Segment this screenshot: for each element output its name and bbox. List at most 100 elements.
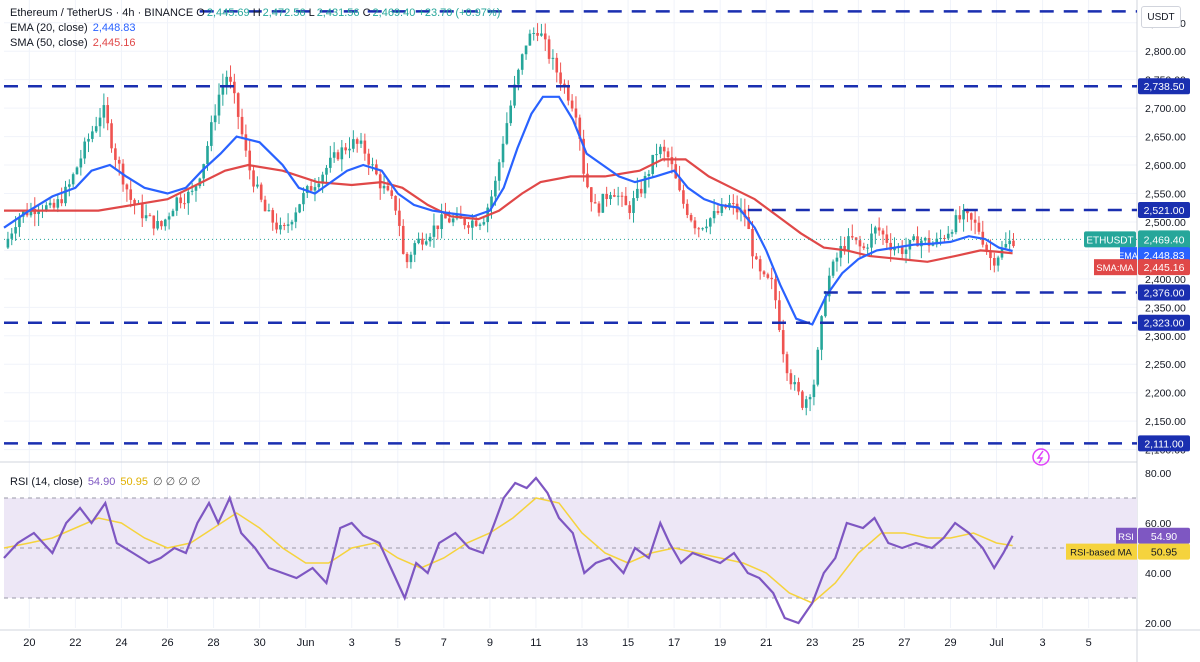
- candle-body: [417, 238, 420, 244]
- candle-body: [409, 254, 413, 263]
- candle-body: [881, 230, 885, 235]
- candle-body: [785, 354, 789, 374]
- ema-tag-value: 2,448.83: [1144, 250, 1185, 262]
- candle-body: [862, 246, 866, 249]
- candle-body: [540, 33, 543, 36]
- candle-body: [110, 123, 113, 149]
- candle-body: [877, 227, 881, 231]
- x-tick-label: 19: [714, 637, 726, 649]
- candle-body: [83, 141, 86, 159]
- candle-body: [271, 210, 275, 223]
- candle-body: [163, 219, 167, 227]
- rsi-tag-name: RSI: [1118, 532, 1134, 543]
- candle-body: [440, 214, 443, 230]
- candle-body: [125, 184, 129, 190]
- candle-body: [582, 138, 585, 174]
- current-price-label: 2,469.40: [1144, 234, 1185, 246]
- candle-body: [371, 164, 374, 166]
- level-label-bg: [1138, 435, 1190, 452]
- candle-body: [977, 222, 981, 232]
- candle-body: [133, 199, 136, 205]
- symbol-tag: ETHUSDT: [1086, 235, 1133, 246]
- candle-body: [286, 224, 290, 226]
- rsi-ma-tag-value: 50.95: [1151, 547, 1177, 559]
- candle-body: [789, 373, 793, 385]
- sma-legend[interactable]: SMA (50, close) 2,445.16: [10, 37, 136, 49]
- candle-body: [839, 245, 843, 258]
- y-tick-label: 2,800.00: [1145, 46, 1186, 58]
- alert-bolt-icon: [1036, 450, 1044, 464]
- candle-body: [989, 250, 992, 259]
- candle-body: [593, 202, 597, 204]
- candle-body: [520, 54, 524, 70]
- candle-body: [517, 69, 520, 85]
- x-tick-label: 5: [395, 637, 401, 649]
- rsi-legend[interactable]: RSI (14, close) 54.90 50.95 ∅ ∅ ∅ ∅: [10, 476, 201, 488]
- candle-body: [6, 238, 10, 248]
- level-label: 2,521.00: [1144, 205, 1185, 217]
- candle-body: [64, 186, 67, 204]
- candle-body: [912, 236, 916, 241]
- candle-body: [309, 186, 313, 191]
- candle-body: [916, 236, 919, 247]
- candle-body: [10, 233, 14, 239]
- x-tick-label: 25: [852, 637, 864, 649]
- candle-body: [60, 199, 63, 204]
- candle-body: [513, 84, 516, 106]
- candle-body: [259, 184, 263, 200]
- candle-body: [263, 199, 267, 212]
- level-label-bg: [1138, 284, 1190, 301]
- candle-body: [183, 203, 186, 205]
- candle-body: [413, 243, 417, 255]
- x-tick-label: 21: [760, 637, 772, 649]
- candle-body: [321, 174, 324, 184]
- candle-body: [167, 216, 171, 220]
- candle-body: [244, 134, 248, 151]
- rsi-tag-value-bg: [1138, 527, 1190, 544]
- candle-body: [854, 237, 858, 241]
- candle-body: [659, 146, 662, 155]
- candle-body: [282, 225, 286, 227]
- candle-body: [874, 227, 877, 234]
- candle-body: [202, 164, 205, 179]
- candle-body: [601, 193, 605, 213]
- candle-body: [117, 159, 121, 164]
- candle-body: [436, 225, 440, 230]
- candle-body: [305, 186, 309, 193]
- level-label-bg: [1138, 78, 1190, 95]
- candle-body: [628, 205, 631, 213]
- candle-body: [1008, 240, 1011, 245]
- candle-body: [348, 148, 351, 151]
- alert-icon: [1032, 448, 1050, 466]
- candle-body: [720, 204, 724, 213]
- candle-body: [524, 45, 528, 55]
- candle-body: [927, 238, 931, 246]
- candle-body: [597, 203, 601, 213]
- candle-body: [996, 257, 1000, 266]
- candle-body: [755, 256, 758, 260]
- ema-value: 2,448.83: [92, 22, 136, 34]
- y-tick-label: 2,250.00: [1145, 359, 1186, 371]
- candle-body: [279, 225, 282, 230]
- rsi-ma-line: [3, 497, 1013, 604]
- candle-body: [14, 227, 17, 234]
- x-tick-label: Jun: [297, 637, 315, 649]
- currency-button[interactable]: USDT: [1141, 6, 1181, 28]
- candle-body: [355, 139, 359, 144]
- candle-body: [743, 209, 747, 218]
- x-tick-label: 30: [253, 637, 265, 649]
- rsi-y-tick-label: 20.00: [1145, 618, 1171, 630]
- candle-body: [501, 143, 505, 163]
- candle-body: [428, 236, 432, 242]
- candle-body: [386, 185, 390, 191]
- candle-body: [444, 214, 447, 219]
- candle-body: [693, 220, 697, 229]
- candle-body: [962, 210, 965, 220]
- rsi-value: 54.90: [87, 476, 116, 488]
- candle-body: [804, 399, 808, 408]
- candle-body: [194, 186, 198, 191]
- symbol-title[interactable]: Ethereum / TetherUS · 4h · BINANCE: [10, 7, 194, 19]
- ema-legend[interactable]: EMA (20, close) 2,448.83: [10, 22, 136, 34]
- candle-body: [689, 214, 693, 221]
